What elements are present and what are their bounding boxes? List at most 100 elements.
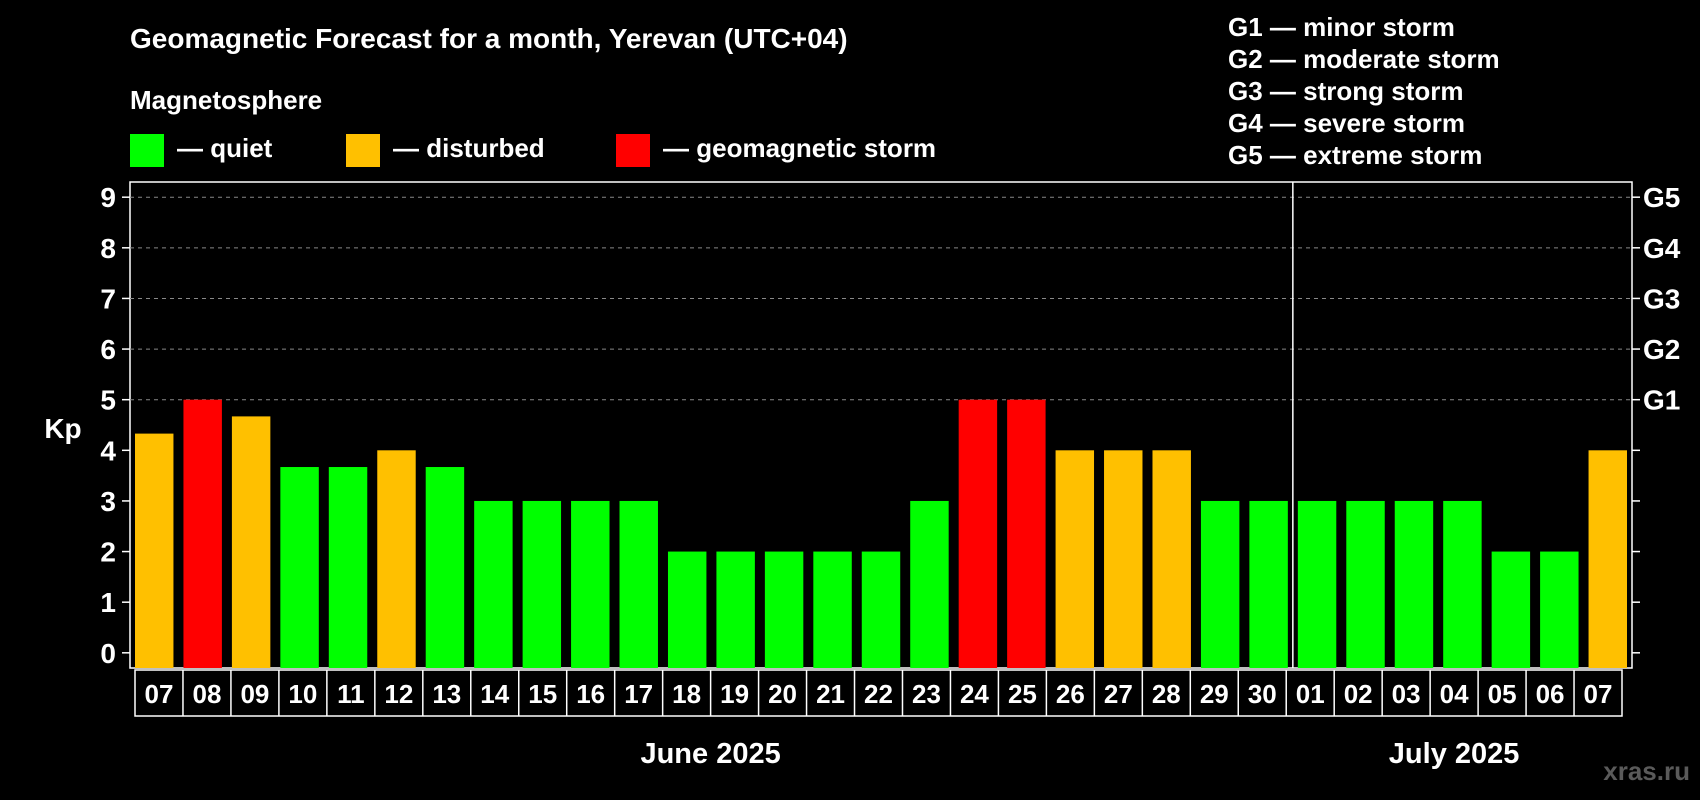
x-tick-label: 17 [624,679,653,709]
month-label: July 2025 [1389,738,1520,770]
bar [474,500,513,668]
legend-swatch-storm [616,134,650,167]
y-tick-label: 6 [100,334,116,365]
bar [1443,500,1482,668]
x-tick-label: 12 [384,679,413,709]
bar [377,450,416,668]
x-tick-label: 05 [1488,679,1517,709]
month-label: June 2025 [640,738,780,770]
bar [716,551,755,668]
storm-level-label: G3 [1643,283,1680,314]
bar [522,500,562,668]
bar [328,467,368,668]
bar [1007,399,1046,668]
bar [861,551,901,668]
x-tick-label: 21 [816,679,845,709]
y-tick-label: 1 [100,587,116,618]
storm-scale-item: G4 — severe storm [1228,108,1465,138]
legend: — quiet — disturbed — geomagnetic storm [130,133,936,167]
y-tick-label: 9 [100,182,116,213]
bar [425,467,465,668]
x-tick-label: 14 [480,679,509,709]
x-tick-label: 20 [768,679,797,709]
legend-label-storm: — geomagnetic storm [663,133,936,163]
y-tick-label: 4 [100,435,116,466]
storm-level-label: G1 [1643,385,1680,416]
chart-header: Geomagnetic Forecast for a month, Yereva… [130,12,1500,170]
x-tick-label: 10 [288,679,317,709]
x-tick-label: 15 [528,679,557,709]
legend-label-disturbed: — disturbed [393,133,545,163]
bar [1104,450,1143,668]
y-tick-label: 7 [100,283,116,314]
x-tick-label: 11 [337,679,365,709]
bar [1588,450,1627,668]
bar [1055,450,1095,668]
x-tick-label: 07 [145,679,174,709]
x-tick-label: 08 [192,679,221,709]
storm-scale-item: G2 — moderate storm [1228,44,1500,74]
storm-level-label: G2 [1643,334,1680,365]
bar [764,551,804,668]
x-tick-label: 27 [1104,679,1133,709]
bar [183,399,222,668]
x-tick-label: 04 [1440,679,1469,709]
bar [231,416,271,668]
chart-title: Geomagnetic Forecast for a month, Yereva… [130,23,848,54]
x-tick-label: 19 [720,679,749,709]
x-tick-label: 06 [1536,679,1565,709]
bar [135,433,174,668]
bar [571,500,610,668]
bar [1152,450,1191,668]
y-axis-label: Kp [44,413,81,444]
x-tick-label: 23 [912,679,941,709]
bar [1200,500,1240,668]
y-tick-label: 2 [100,537,116,568]
storm-level-label: G4 [1643,233,1681,264]
y-tick-label: 0 [100,638,116,669]
bar [667,551,707,668]
x-tick-label: 29 [1200,679,1229,709]
bar [280,467,319,668]
bar [1491,551,1531,668]
x-tick-label: 30 [1248,679,1277,709]
watermark: xras.ru [1603,756,1690,786]
storm-level-label: G5 [1643,182,1680,213]
y-tick-label: 5 [100,385,116,416]
legend-swatch-quiet [130,134,164,167]
bar [813,551,852,668]
x-tick-label: 13 [432,679,461,709]
x-tick-label: 18 [672,679,701,709]
date-row [134,669,1623,717]
x-tick-label: 22 [864,679,893,709]
bar [1394,500,1434,668]
x-tick-label: 28 [1152,679,1181,709]
x-tick-label: 02 [1344,679,1373,709]
x-tick-label: 07 [1584,679,1613,709]
x-tick-label: 26 [1056,679,1085,709]
storm-scale-item: G1 — minor storm [1228,12,1455,42]
bar [619,500,658,668]
legend-swatch-disturbed [346,134,380,167]
y-tick-label: 3 [100,486,116,517]
bar [1540,551,1579,668]
bar [958,399,998,668]
bar [1297,500,1337,668]
legend-label-quiet: — quiet [177,133,273,163]
y-tick-label: 8 [100,233,116,264]
x-tick-label: 09 [240,679,269,709]
bar [1249,500,1288,668]
x-tick-label: 16 [576,679,605,709]
x-tick-label: 25 [1008,679,1037,709]
bar [910,500,949,668]
x-tick-label: 24 [960,679,989,709]
storm-scale-item: G5 — extreme storm [1228,140,1482,170]
x-tick-label: 01 [1296,679,1325,709]
bar [1346,500,1385,668]
x-tick-label: 03 [1392,679,1421,709]
storm-scale-item: G3 — strong storm [1228,76,1463,106]
legend-title: Magnetosphere [130,85,322,115]
